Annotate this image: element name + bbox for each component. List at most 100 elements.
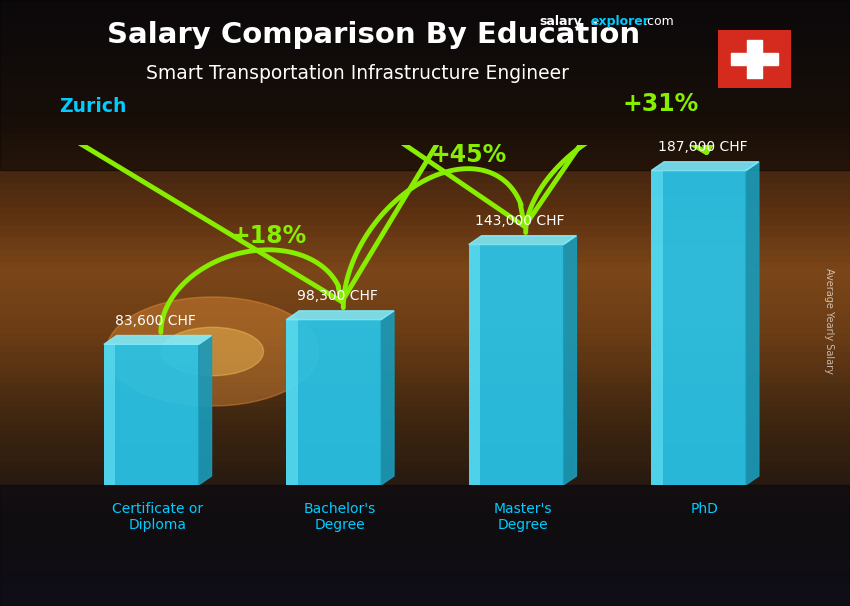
Bar [0,176,850,182]
Bar [104,344,199,485]
Bar [0,454,850,461]
Bar [0,6,850,12]
Polygon shape [564,236,576,485]
Bar [0,406,850,412]
Bar [0,545,850,551]
Text: Master's
Degree: Master's Degree [493,502,552,532]
Bar [0,364,850,370]
Bar [469,244,480,485]
Bar [0,345,850,351]
Bar [0,418,850,424]
Bar [0,85,850,91]
Text: explorer: explorer [591,15,649,28]
Polygon shape [651,162,759,170]
Bar [0,152,850,158]
Bar [0,570,850,576]
Bar [0,521,850,527]
Bar [0,103,850,109]
FancyArrowPatch shape [39,0,524,302]
Bar [0,109,850,115]
Bar [0,394,850,400]
Text: 187,000 CHF: 187,000 CHF [658,140,747,154]
Text: Salary Comparison By Education: Salary Comparison By Education [107,21,641,49]
Bar [0,503,850,509]
Bar [0,485,850,491]
Bar [0,291,850,297]
Bar [0,370,850,376]
Bar [0,533,850,539]
Bar [0,497,850,503]
Bar [0,236,850,242]
Bar [0,309,850,315]
Bar [0,218,850,224]
Bar [0,358,850,364]
Polygon shape [746,162,759,485]
Bar [0,200,850,206]
Bar [0,18,850,24]
Polygon shape [286,311,394,319]
Text: .com: .com [643,15,674,28]
Text: 98,300 CHF: 98,300 CHF [298,289,378,303]
Bar [0,461,850,467]
Text: +31%: +31% [622,92,699,116]
Bar [0,412,850,418]
Bar [0,527,850,533]
Bar [0,48,850,55]
Bar [0,285,850,291]
Bar [0,582,850,588]
Bar [0,515,850,521]
Bar [0,67,850,73]
Bar [0,91,850,97]
Bar [0,164,850,170]
Bar [0,212,850,218]
Bar [0,188,850,194]
Bar [0,36,850,42]
Bar [0,248,850,255]
Bar [0,473,850,479]
Bar [0,267,850,273]
Bar [0,333,850,339]
Bar [0,376,850,382]
FancyArrowPatch shape [401,0,850,153]
Bar [0,315,850,321]
Bar [0,194,850,200]
Bar [0,79,850,85]
Text: Average Yearly Salary: Average Yearly Salary [824,268,834,374]
Bar [0,509,850,515]
Bar [0,479,850,485]
Bar [0,351,850,358]
Text: +45%: +45% [430,143,507,167]
Text: Certificate or
Diploma: Certificate or Diploma [112,502,203,532]
Bar [0,24,850,30]
Bar [0,430,850,436]
Bar [0,127,850,133]
Bar [0,467,850,473]
Bar [0,382,850,388]
Bar [651,170,746,485]
Bar [286,319,298,485]
Text: PhD: PhD [691,502,719,516]
Bar [730,53,779,65]
Bar [0,551,850,558]
Bar [0,255,850,261]
Polygon shape [469,236,576,244]
Text: salary: salary [540,15,582,28]
Bar [0,321,850,327]
Text: Zurich: Zurich [60,97,127,116]
Bar [104,344,116,485]
Text: Bachelor's
Degree: Bachelor's Degree [304,502,377,532]
Bar [0,558,850,564]
Text: 143,000 CHF: 143,000 CHF [475,214,564,228]
Text: 83,600 CHF: 83,600 CHF [115,314,196,328]
Bar [0,0,850,6]
Bar [0,55,850,61]
Bar [0,133,850,139]
Polygon shape [104,336,212,344]
Text: +18%: +18% [230,224,306,248]
Bar [0,388,850,394]
Bar [0,594,850,600]
Bar [0,139,850,145]
Text: Smart Transportation Infrastructure Engineer: Smart Transportation Infrastructure Engi… [145,64,569,82]
Bar [0,242,850,248]
Bar [0,42,850,48]
